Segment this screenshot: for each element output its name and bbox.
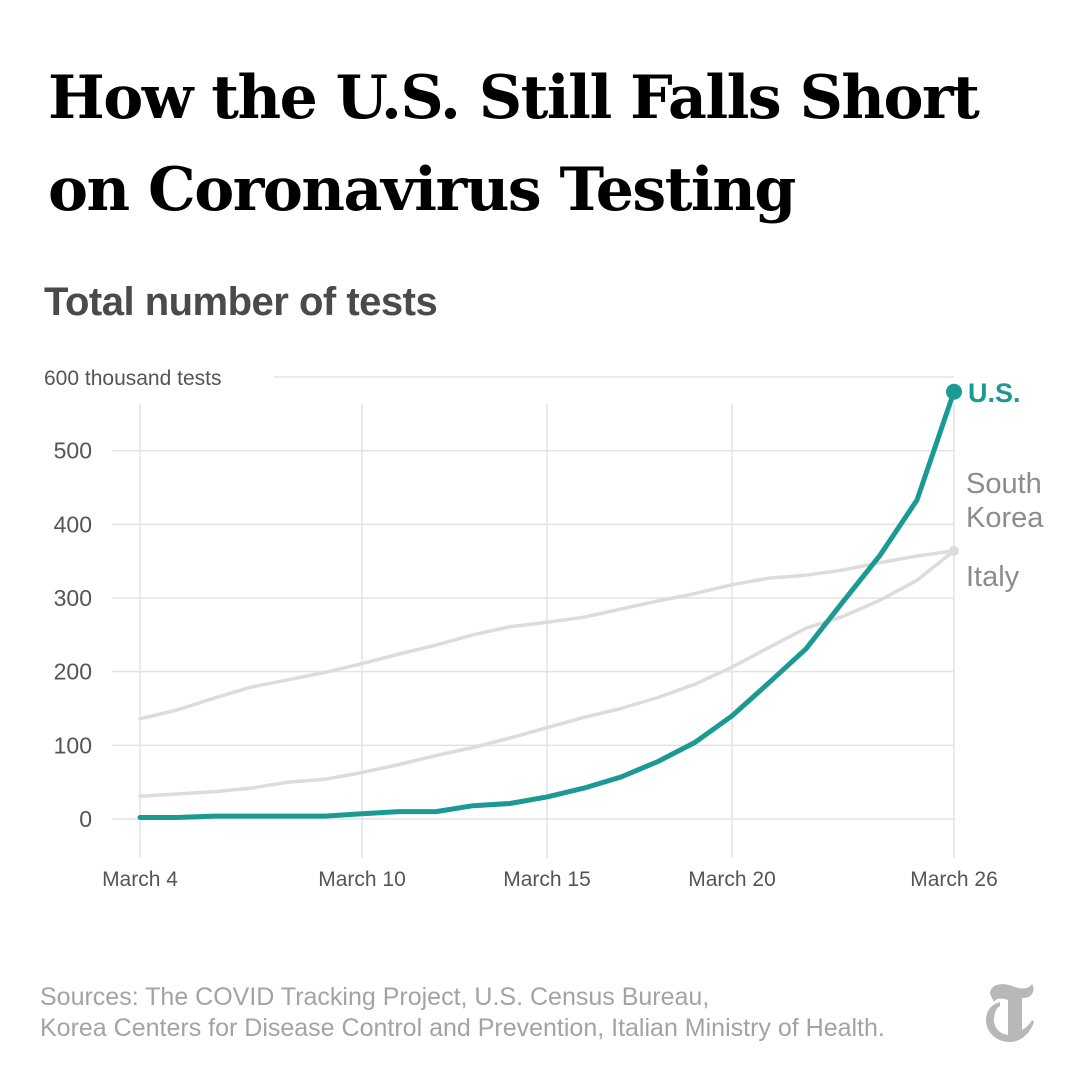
headline-line-2: on Coronavirus Testing	[48, 155, 796, 225]
x-tick-label: March 20	[688, 868, 776, 891]
y-tick-label: 600 thousand tests	[44, 367, 221, 390]
series-label-south-korea-line-1: South	[966, 468, 1042, 500]
headline-line-1: How the U.S. Still Falls Short	[48, 63, 980, 133]
series-label-us: U.S.	[968, 378, 1021, 408]
y-tick-label: 200	[54, 659, 92, 685]
sources-note: Sources: The COVID Tracking Project, U.S…	[40, 982, 980, 1044]
y-gridlines	[112, 376, 954, 820]
x-gridlines	[139, 404, 955, 858]
x-tick-label: March 26	[910, 868, 998, 891]
y-tick-label: 300	[54, 585, 92, 611]
series-label-italy: Italy	[966, 561, 1020, 593]
x-tick-label: March 4	[102, 868, 178, 891]
series-lines	[137, 383, 962, 820]
headline: How the U.S. Still Falls Short on Corona…	[48, 52, 1048, 236]
y-tick-label: 0	[79, 806, 92, 832]
y-tick-label: 500	[54, 438, 92, 464]
chart-subtitle: Total number of tests	[44, 280, 438, 324]
x-tick-label: March 10	[318, 868, 406, 891]
sources-line-1: Sources: The COVID Tracking Project, U.S…	[40, 983, 710, 1011]
y-tick-label: 400	[54, 511, 92, 537]
series-line-south-korea	[138, 549, 956, 721]
y-tick-labels: 600 thousand tests 500 400 300 200 100 0	[44, 367, 221, 832]
series-label-south-korea-line-2: Korea	[966, 502, 1044, 534]
y-tick-label: 100	[54, 732, 92, 758]
series-line-italy	[138, 549, 956, 798]
series-labels: U.S. South Korea Italy	[966, 378, 1044, 593]
italy-endpoint-marker	[949, 545, 959, 556]
nyt-t-logo-icon	[986, 984, 1034, 1042]
series-line-us	[137, 389, 957, 820]
x-tick-label: March 15	[503, 868, 591, 891]
x-tick-labels: March 4 March 10 March 15 March 20 March 26	[102, 868, 998, 891]
sources-line-2: Korea Centers for Disease Control and Pr…	[40, 1014, 885, 1042]
us-endpoint-marker	[946, 383, 962, 400]
